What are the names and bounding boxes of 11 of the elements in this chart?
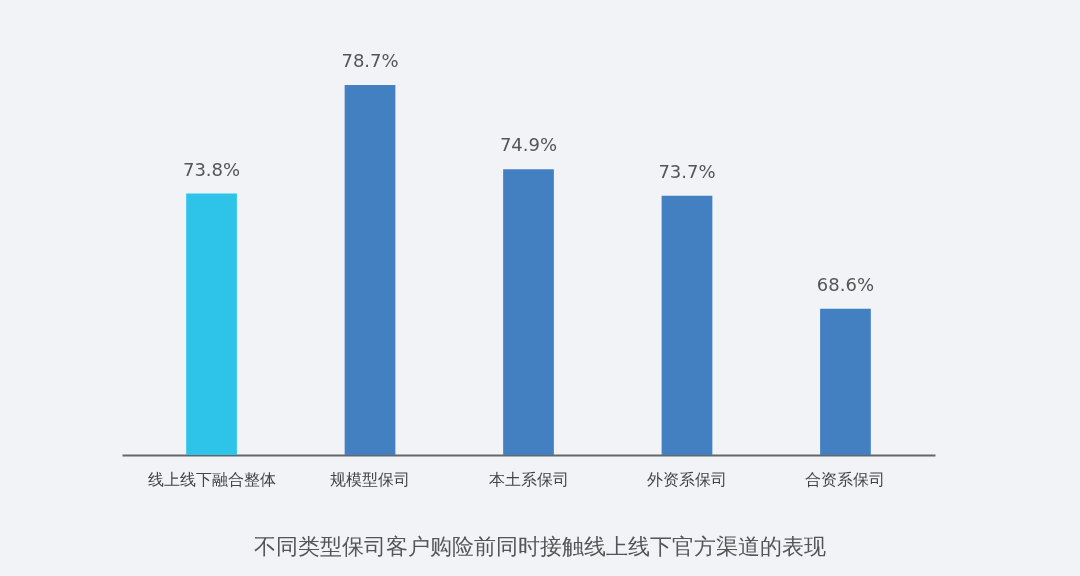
x-tick-label: 合资系保司	[805, 469, 886, 489]
x-tick-label: 本土系保司	[488, 469, 569, 489]
x-tick-label: 外资系保司	[646, 469, 727, 489]
data-label: 73.8%	[182, 158, 241, 180]
data-label: 74.9%	[499, 134, 558, 156]
x-tick-label: 规模型保司	[330, 469, 411, 489]
data-label: 73.7%	[658, 160, 716, 182]
x-tick-label: 线上线下融合整体	[147, 469, 276, 489]
data-label: 78.7%	[341, 50, 399, 71]
data-label: 68.6%	[816, 273, 875, 295]
text: 不同类型保司客户购险前同时接触线上线下官方渠道的表现	[253, 534, 826, 559]
